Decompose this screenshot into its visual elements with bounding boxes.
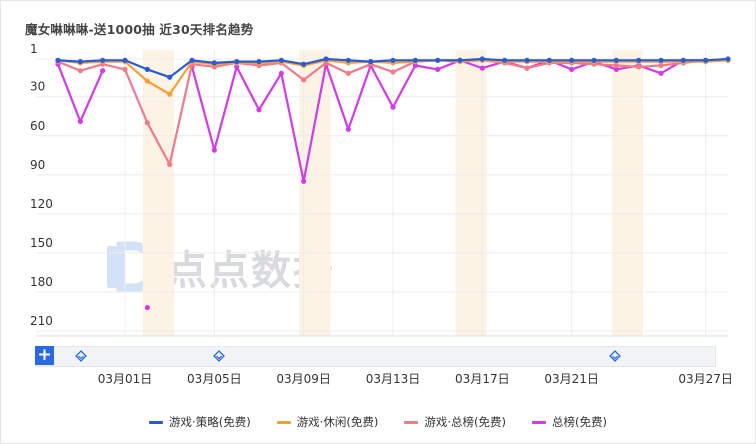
data-point <box>234 64 240 70</box>
data-point <box>278 57 284 63</box>
chart-legend: 游戏·策略(免费) 游戏·休闲(免费) 游戏·总榜(免费) 总榜(免费) <box>0 414 756 430</box>
legend-label: 总榜(免费) <box>551 415 607 429</box>
data-point <box>435 57 441 63</box>
data-point <box>390 104 396 110</box>
data-point <box>457 57 463 63</box>
data-point <box>658 70 664 76</box>
data-point <box>613 57 619 63</box>
data-point <box>256 107 262 113</box>
data-point <box>77 118 83 125</box>
data-point <box>122 66 128 73</box>
data-point <box>77 68 83 74</box>
data-point <box>636 57 642 63</box>
legend-label: 游戏·休闲(免费) <box>296 415 379 429</box>
data-point <box>680 57 686 63</box>
highlight-band <box>611 50 644 336</box>
data-point <box>167 91 173 97</box>
data-point <box>502 57 508 63</box>
data-point <box>546 57 552 63</box>
y-tick-label: 60 <box>30 119 45 133</box>
highlight-band <box>455 50 487 336</box>
data-point <box>189 57 195 63</box>
x-tick-label: 03月21日 <box>544 372 599 386</box>
data-point <box>167 74 173 80</box>
legend-item-game-overall[interactable]: 游戏·总榜(免费) <box>404 414 506 430</box>
x-tick-label: 03月13日 <box>366 372 421 386</box>
highlight-band <box>142 50 175 336</box>
data-point <box>345 70 351 76</box>
data-point <box>122 57 128 63</box>
data-point <box>144 78 150 84</box>
data-point <box>345 57 351 63</box>
y-tick-label: 1 <box>30 42 38 56</box>
x-tick-label: 03月27日 <box>678 372 733 386</box>
x-tick-label: 03月01日 <box>98 372 153 386</box>
legend-label: 游戏·总榜(免费) <box>424 415 506 429</box>
y-tick-label: 150 <box>30 236 53 250</box>
y-tick-label: 180 <box>30 275 53 289</box>
data-point <box>278 70 284 76</box>
data-point <box>479 56 485 62</box>
event-marker-icon[interactable] <box>609 350 621 362</box>
data-point <box>524 57 530 63</box>
data-point <box>613 62 619 69</box>
legend-swatch <box>404 420 419 424</box>
data-point <box>345 126 351 132</box>
add-marker-button[interactable]: + <box>35 346 54 365</box>
data-point <box>100 57 106 63</box>
data-point <box>144 304 150 311</box>
data-point <box>658 62 664 69</box>
data-point <box>211 147 217 153</box>
legend-item-strategy[interactable]: 游戏·策略(免费) <box>149 414 251 430</box>
data-point <box>569 66 575 73</box>
data-point <box>636 64 642 70</box>
data-point <box>412 62 418 69</box>
legend-swatch <box>531 420 546 424</box>
data-point <box>55 57 61 63</box>
data-point <box>613 66 619 73</box>
data-point <box>301 61 307 67</box>
data-point <box>435 66 441 73</box>
data-point <box>211 60 217 66</box>
data-point <box>524 65 530 71</box>
data-point <box>256 59 262 65</box>
data-point <box>301 178 307 184</box>
x-tick-label: 03月17日 <box>455 372 510 386</box>
y-tick-label: 210 <box>30 314 53 328</box>
chart-title: 魔女啉啉啉-送1000抽 近30天排名趋势 <box>25 22 254 37</box>
data-point <box>144 66 150 73</box>
data-point <box>167 161 173 168</box>
data-point <box>301 77 307 83</box>
data-point <box>591 57 597 63</box>
data-point <box>658 57 664 63</box>
legend-item-overall[interactable]: 总榜(免费) <box>531 414 607 430</box>
data-point <box>234 59 240 65</box>
y-tick-label: 90 <box>30 158 45 172</box>
y-tick-label: 30 <box>30 80 45 94</box>
x-tick-label: 03月09日 <box>276 372 331 386</box>
data-point <box>144 120 150 126</box>
y-tick-label: 120 <box>30 197 53 211</box>
data-point <box>390 69 396 75</box>
legend-label: 游戏·策略(免费) <box>169 415 251 429</box>
data-point <box>725 56 731 62</box>
x-tick-label: 03月05日 <box>187 372 242 386</box>
data-point <box>100 68 106 74</box>
series-line <box>190 59 706 183</box>
event-marker-icon[interactable] <box>213 350 225 362</box>
data-point <box>323 56 329 62</box>
legend-item-casual[interactable]: 游戏·休闲(免费) <box>276 414 379 430</box>
highlight-band <box>299 50 331 336</box>
legend-swatch <box>276 420 291 424</box>
data-point <box>569 57 575 63</box>
data-point <box>390 57 396 63</box>
data-point <box>703 57 709 63</box>
rank-trend-chart: 1 30 60 90 120 150 180 210 03月01日 03月05日 03月09日 03月… <box>30 42 733 386</box>
event-marker-icon[interactable] <box>75 350 87 362</box>
data-point <box>368 59 374 65</box>
data-point <box>77 59 83 65</box>
legend-swatch <box>149 420 164 424</box>
data-point <box>412 57 418 63</box>
data-point <box>479 65 485 71</box>
